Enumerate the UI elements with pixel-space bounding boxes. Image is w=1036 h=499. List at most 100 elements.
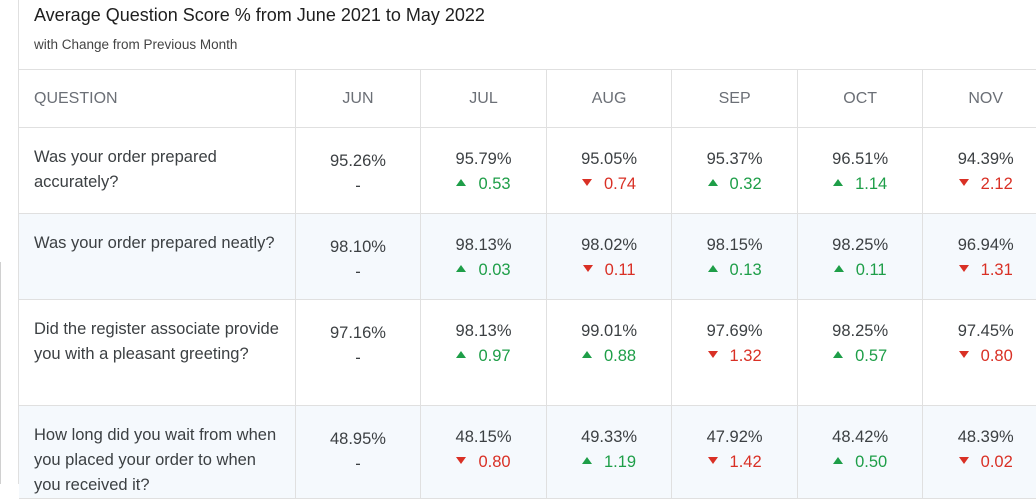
score-cell: 48.15% 0.80 <box>420 405 547 499</box>
table-row: Was your order prepared accurately? 95.26… <box>19 127 1036 214</box>
score-table: QUESTION JUN JUL AUG SEP OCT NOV Was your ord… <box>19 69 1036 499</box>
question-cell: Was your order prepared accurately? <box>19 127 296 214</box>
change-indicator: 0.57 <box>798 343 923 369</box>
change-value: 0.80 <box>980 347 1013 365</box>
change-value: 1.31 <box>980 261 1013 279</box>
triangle-down-icon <box>958 351 969 359</box>
score-cell: 95.26% - <box>295 127 422 214</box>
column-header-aug[interactable]: AUG <box>546 69 673 128</box>
triangle-up-icon <box>833 179 844 187</box>
score-value: 99.01% <box>581 322 638 340</box>
triangle-up-icon <box>833 351 844 359</box>
triangle-up-icon <box>456 179 467 187</box>
score-cell: 98.15% 0.13 <box>671 213 798 300</box>
change-indicator: 1.42 <box>672 449 797 475</box>
score-cell: 48.42% 0.50 <box>797 405 924 499</box>
change-indicator: 0.97 <box>421 343 546 369</box>
score-value: 97.45% <box>957 322 1014 340</box>
change-value: 1.32 <box>729 347 762 365</box>
score-value: 47.92% <box>706 428 763 446</box>
table-row: Was your order prepared neatly? 98.10% -98… <box>19 213 1036 300</box>
score-value: 48.42% <box>832 428 889 446</box>
left-edge-rule <box>0 262 1 484</box>
chart-title: Average Question Score % from June 2021 … <box>34 5 485 25</box>
change-indicator: 0.80 <box>923 343 1036 369</box>
score-value: 98.25% <box>832 236 889 254</box>
question-cell: Did the register associate provide you w… <box>19 299 296 406</box>
score-cell: 99.01% 0.88 <box>546 299 673 406</box>
change-value: 1.42 <box>729 453 762 471</box>
triangle-down-icon <box>707 351 718 359</box>
score-cell: 98.02% 0.11 <box>546 213 673 300</box>
change-indicator: 0.88 <box>547 343 672 369</box>
triangle-down-icon <box>582 265 593 273</box>
change-value: 2.12 <box>980 175 1013 193</box>
score-value: 98.13% <box>455 322 512 340</box>
score-cell: 48.95% - <box>295 405 422 499</box>
change-value: 0.50 <box>855 453 888 471</box>
score-cell: 97.16% - <box>295 299 422 406</box>
score-value: 48.95% <box>329 430 386 448</box>
column-header-sep[interactable]: SEP <box>671 69 798 128</box>
change-value: 0.11 <box>855 261 887 279</box>
change-value: 0.02 <box>980 453 1013 471</box>
table-body: Was your order prepared accurately? 95.26… <box>19 127 1036 499</box>
triangle-up-icon <box>707 179 718 187</box>
change-indicator: 0.32 <box>672 171 797 197</box>
score-cell: 98.25% 0.11 <box>797 213 924 300</box>
score-value: 96.51% <box>832 150 889 168</box>
triangle-down-icon <box>958 457 969 465</box>
change-indicator: 1.31 <box>923 257 1036 283</box>
column-header-nov[interactable]: NOV <box>922 69 1036 128</box>
table-header-row: QUESTION JUN JUL AUG SEP OCT NOV <box>19 69 1036 128</box>
score-value: 97.16% <box>329 324 386 342</box>
score-value: 95.37% <box>706 150 763 168</box>
question-cell: How long did you wait from when you plac… <box>19 405 296 499</box>
change-indicator: - <box>296 173 421 199</box>
change-value: 1.19 <box>604 453 637 471</box>
change-indicator: 0.53 <box>421 171 546 197</box>
column-header-jul[interactable]: JUL <box>420 69 547 128</box>
score-cell: 94.39% 2.12 <box>922 127 1036 214</box>
change-value: 0.57 <box>855 347 888 365</box>
change-indicator: - <box>296 345 421 371</box>
score-cell: 98.13% 0.97 <box>420 299 547 406</box>
triangle-up-icon <box>707 265 718 273</box>
column-header-jun[interactable]: JUN <box>295 69 422 128</box>
score-value: 98.13% <box>455 236 512 254</box>
score-cell: 95.37% 0.32 <box>671 127 798 214</box>
column-header-oct[interactable]: OCT <box>797 69 924 128</box>
triangle-up-icon <box>456 351 467 359</box>
score-value: 94.39% <box>957 150 1014 168</box>
triangle-up-icon <box>456 265 467 273</box>
score-value: 95.05% <box>581 150 638 168</box>
change-indicator: 2.12 <box>923 171 1036 197</box>
score-cell: 47.92% 1.42 <box>671 405 798 499</box>
score-cell: 49.33% 1.19 <box>546 405 673 499</box>
score-cell: 96.51% 1.14 <box>797 127 924 214</box>
score-value: 98.10% <box>329 238 386 256</box>
triangle-down-icon <box>456 457 467 465</box>
change-indicator: 0.02 <box>923 449 1036 475</box>
change-indicator: 0.03 <box>421 257 546 283</box>
score-value: 48.15% <box>455 428 512 446</box>
score-value: 48.39% <box>957 428 1014 446</box>
change-value: 0.03 <box>478 261 511 279</box>
change-indicator: 0.80 <box>421 449 546 475</box>
change-indicator: 0.11 <box>798 257 923 283</box>
change-value: 0.11 <box>604 261 636 279</box>
change-value: 1.14 <box>855 175 888 193</box>
change-indicator: 0.74 <box>547 171 672 197</box>
change-value: 0.13 <box>729 261 762 279</box>
change-indicator: 0.50 <box>798 449 923 475</box>
change-value: 0.53 <box>478 175 511 193</box>
change-indicator: 0.11 <box>547 257 672 283</box>
triangle-down-icon <box>582 179 592 187</box>
column-header-question[interactable]: QUESTION <box>19 69 296 128</box>
score-value: 98.02% <box>581 236 638 254</box>
score-value: 95.79% <box>455 150 512 168</box>
score-value: 97.69% <box>706 322 763 340</box>
change-value: 0.80 <box>478 453 511 471</box>
change-indicator: 1.32 <box>672 343 797 369</box>
score-value: 98.15% <box>706 236 763 254</box>
